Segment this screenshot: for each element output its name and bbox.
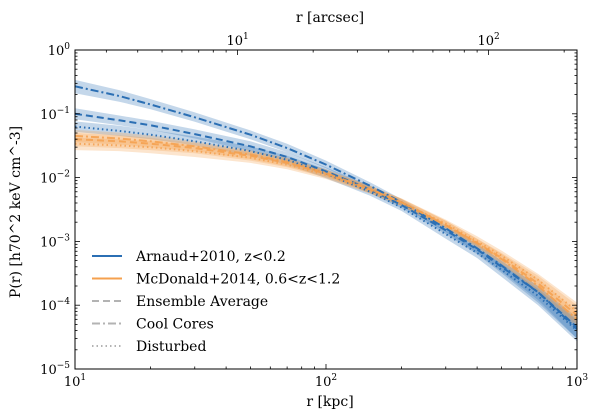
- line-arnaud-2010-z-0-2-cool-cores: [74, 85, 578, 330]
- x2-tick-label: 102: [477, 32, 499, 49]
- legend-label-mcdonald-2014-0-6-z-1-2: McDonald+2014, 0.6<z<1.2: [136, 272, 340, 288]
- line-mcdonald-2014-0-6-z-1-2-cool-cores: [74, 134, 578, 321]
- y-axis-label: P(r) [h70^2 keV cm^-3]: [8, 126, 24, 298]
- legend-label-cool-cores: Cool Cores: [136, 317, 214, 333]
- x-tick-label: 103: [566, 373, 589, 390]
- line-arnaud-2010-z-0-2-disturbed: [74, 125, 578, 332]
- x2-tick-label: 101: [226, 32, 248, 49]
- legend-label-arnaud-2010-z-0-2: Arnaud+2010, z<0.2: [135, 249, 286, 265]
- y-tick-label: 10−3: [40, 233, 70, 250]
- y-tick-label: 10−4: [40, 297, 70, 314]
- series-lines: [74, 85, 578, 332]
- x-axis-label: r [kpc]: [306, 394, 353, 410]
- x2-axis-label: r [arcsec]: [296, 10, 364, 26]
- y-tick-label: 10−2: [40, 170, 70, 187]
- y-tick-label: 10−1: [40, 106, 70, 123]
- y-tick-label: 100: [48, 42, 71, 59]
- y-tick-label: 10−5: [40, 361, 70, 378]
- tick-labels: 101 102 103 101 102 10−5 10−4 10−3 10−2 10−1 100: [40, 32, 588, 390]
- axis-ticks: [74, 49, 578, 370]
- x-tick-label: 102: [315, 373, 337, 390]
- band-mcdonald-2014-0-6-z-1-2-cool-cores: [75, 129, 577, 328]
- x-tick-label: 101: [64, 373, 86, 390]
- line-arnaud-2010-z-0-2-ensemble-average: [74, 112, 578, 329]
- legend-label-ensemble-average: Ensemble Average: [136, 294, 268, 310]
- legend-label-disturbed: Disturbed: [136, 339, 206, 355]
- legend: Arnaud+2010, z<0.2 McDonald+2014, 0.6<z<1…: [92, 249, 340, 355]
